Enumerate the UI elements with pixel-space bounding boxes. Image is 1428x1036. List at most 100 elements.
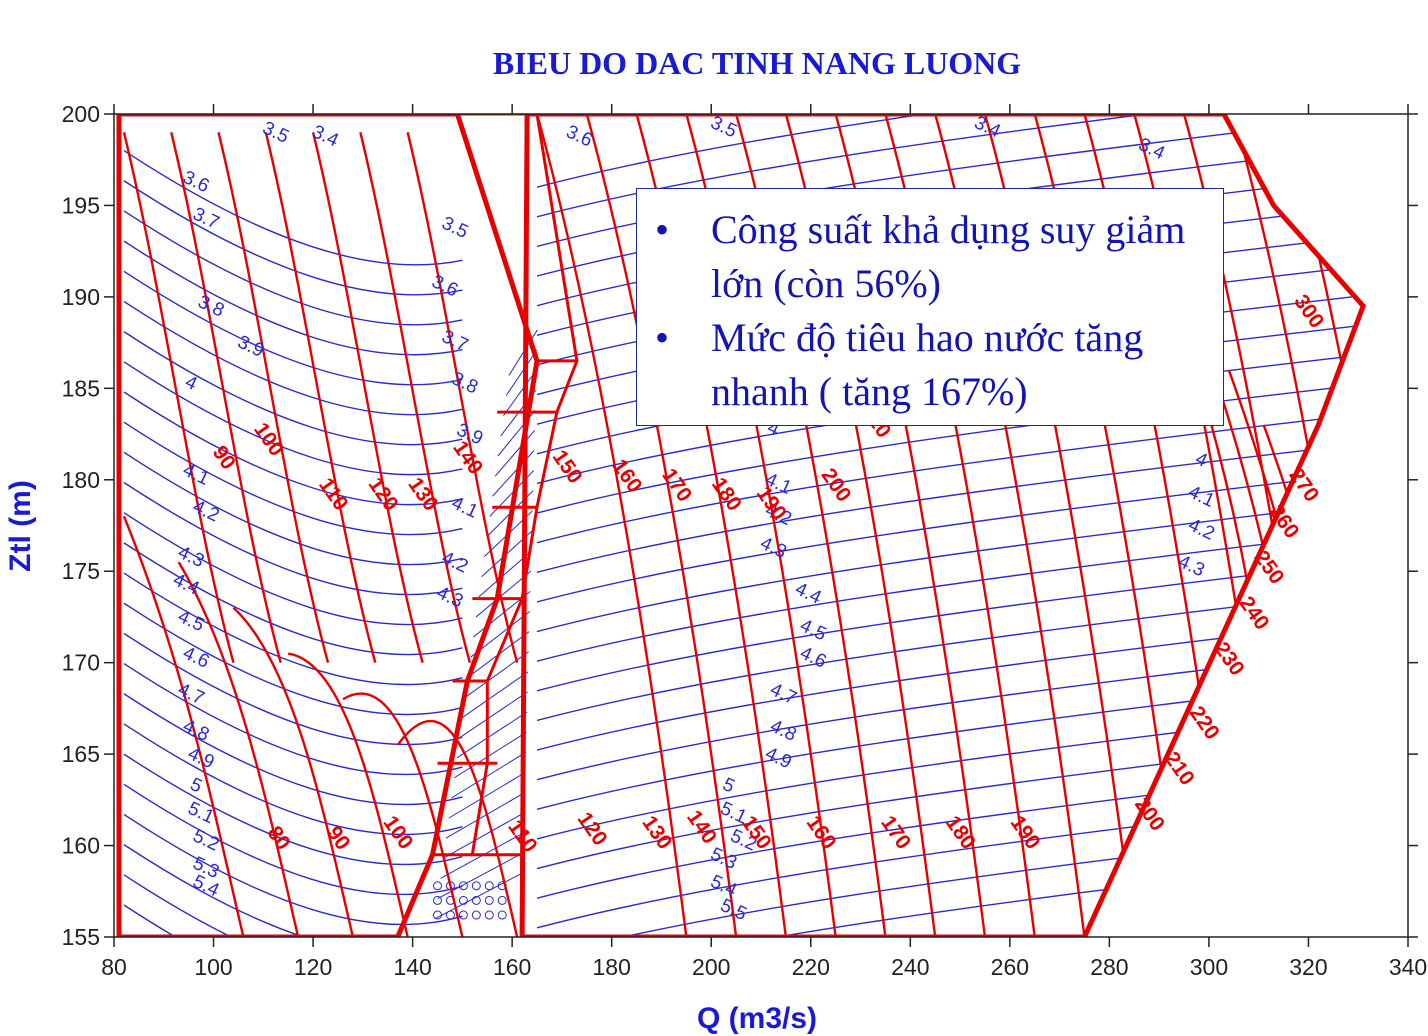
- plot-frame: [113, 113, 1409, 938]
- power-label: 150: [548, 446, 587, 488]
- efficiency-label: 4: [1192, 448, 1211, 472]
- x-tick-label: 320: [1289, 954, 1327, 980]
- hatch-circle: [484, 910, 494, 920]
- power-contour-lower-left: [288, 652, 409, 937]
- efficiency-label: 4.6: [797, 643, 830, 673]
- efficiency-label: 3.7: [438, 326, 471, 356]
- hatch-line: [442, 812, 525, 859]
- efficiency-contour-left: [123, 572, 463, 686]
- efficiency-label: 5: [187, 774, 205, 798]
- efficiency-contour-left: [123, 874, 233, 937]
- y-tick-label: 190: [62, 284, 100, 310]
- efficiency-label: 4.1: [1185, 482, 1218, 512]
- hatch-circle: [433, 910, 442, 920]
- efficiency-contour-left: [123, 210, 463, 326]
- x-tick-label: 340: [1389, 954, 1427, 980]
- efficiency-contour-left: [123, 844, 307, 937]
- y-axis: 155 160 165 170 175 180 185 190 195 200: [62, 101, 1418, 950]
- efficiency-label: 5.5: [717, 895, 750, 925]
- efficiency-contour-right: [536, 114, 930, 188]
- power-label: 120: [573, 808, 612, 850]
- power-label: 160: [802, 812, 841, 854]
- efficiency-label: 4.9: [185, 743, 218, 773]
- efficiency-contour-left: [123, 813, 463, 926]
- efficiency-label: 3.8: [448, 368, 481, 398]
- power-label: 90: [208, 442, 240, 474]
- hatch-line: [459, 691, 528, 739]
- power-label: 130: [403, 473, 442, 515]
- efficiency-label: 4.2: [189, 496, 222, 526]
- power-contour-lower-left: [122, 515, 245, 937]
- efficiency-label: 3.9: [234, 332, 267, 362]
- efficiency-contour-left: [123, 512, 463, 626]
- efficiency-contour-left: [123, 693, 463, 806]
- power-label: 80: [262, 822, 294, 854]
- hatch-circle: [458, 910, 468, 920]
- efficiency-label: 3.7: [189, 204, 222, 234]
- efficiency-label: 4.1: [448, 493, 481, 523]
- y-tick-label: 180: [62, 467, 100, 493]
- bullet-icon: •: [655, 207, 670, 252]
- y-tick-label: 170: [62, 650, 100, 676]
- efficiency-contour-left: [123, 180, 463, 296]
- power-label: 120: [364, 473, 403, 515]
- hatch-circle: [497, 910, 507, 920]
- efficiency-label: 4.7: [175, 679, 208, 709]
- annotation-box: • Công suất khả dụng suy giảm lớn (còn 56…: [636, 188, 1224, 426]
- x-axis-label: Q (m3/s): [697, 1002, 817, 1035]
- efficiency-label: 4.6: [180, 643, 213, 673]
- efficiency-label: 3.4: [309, 121, 342, 151]
- efficiency-contour-left: [123, 723, 463, 836]
- power-contour-upper-left: [170, 132, 282, 663]
- hatch-circle: [471, 910, 481, 920]
- efficiency-contour-left: [123, 300, 463, 416]
- efficiency-label: 3.4: [971, 112, 1004, 142]
- x-tick-label: 100: [194, 954, 232, 980]
- efficiency-label: 4.3: [757, 533, 790, 563]
- y-tick-label: 165: [62, 741, 100, 767]
- hatch-line: [475, 570, 532, 618]
- bullet-icon: •: [655, 315, 670, 360]
- power-contour-upper-left: [264, 132, 377, 663]
- power-contour-right: [535, 114, 688, 937]
- power-contour-upper-left: [217, 132, 330, 663]
- efficiency-contour-left: [123, 632, 463, 746]
- x-tick-label: 200: [692, 954, 730, 980]
- efficiency-contour-right: [536, 114, 1153, 218]
- efficiency-contour-left: [123, 149, 463, 266]
- y-tick-label: 200: [62, 101, 100, 127]
- x-tick-label: 260: [991, 954, 1029, 980]
- hatch-line: [494, 430, 536, 477]
- hatch-line: [453, 731, 527, 779]
- x-tick-label: 240: [891, 954, 929, 980]
- y-tick-label: 195: [62, 192, 100, 218]
- efficiency-label: 4.2: [1185, 515, 1218, 545]
- x-axis: 80 100 120 140 160 180 200 220 240 260 280 300 320 34…: [101, 104, 1427, 980]
- hatch-circle: [484, 881, 494, 891]
- power-label: 110: [314, 474, 352, 515]
- efficiency-label: 4.3: [433, 582, 466, 612]
- x-tick-label: 300: [1190, 954, 1228, 980]
- power-label: 190: [1006, 812, 1045, 854]
- efficiency-contour-right: [536, 413, 1359, 544]
- efficiency-label: 3.5: [259, 118, 292, 148]
- efficiency-label: 4.5: [797, 615, 830, 645]
- efficiency-contour-right: [536, 562, 1359, 692]
- x-tick-label: 180: [593, 954, 631, 980]
- power-label: 110: [503, 816, 541, 857]
- hatch-circle: [433, 895, 442, 905]
- power-contour-lower-left: [232, 606, 355, 937]
- power-contour-lower-left: [396, 719, 519, 937]
- power-label: 300: [1289, 290, 1328, 332]
- hatch-circle: [497, 895, 507, 905]
- hatch-circle: [484, 895, 494, 905]
- efficiency-label: 4.8: [180, 716, 213, 746]
- efficiency-contour-left: [123, 542, 463, 656]
- hatch-line: [462, 671, 529, 718]
- y-tick-label: 155: [62, 924, 100, 950]
- efficiency-contour-left: [123, 753, 463, 866]
- left-zone-boundary: [116, 114, 540, 937]
- y-tick-label: 175: [62, 558, 100, 584]
- hatch-circle: [445, 910, 455, 920]
- y-tick-label: 160: [62, 833, 100, 859]
